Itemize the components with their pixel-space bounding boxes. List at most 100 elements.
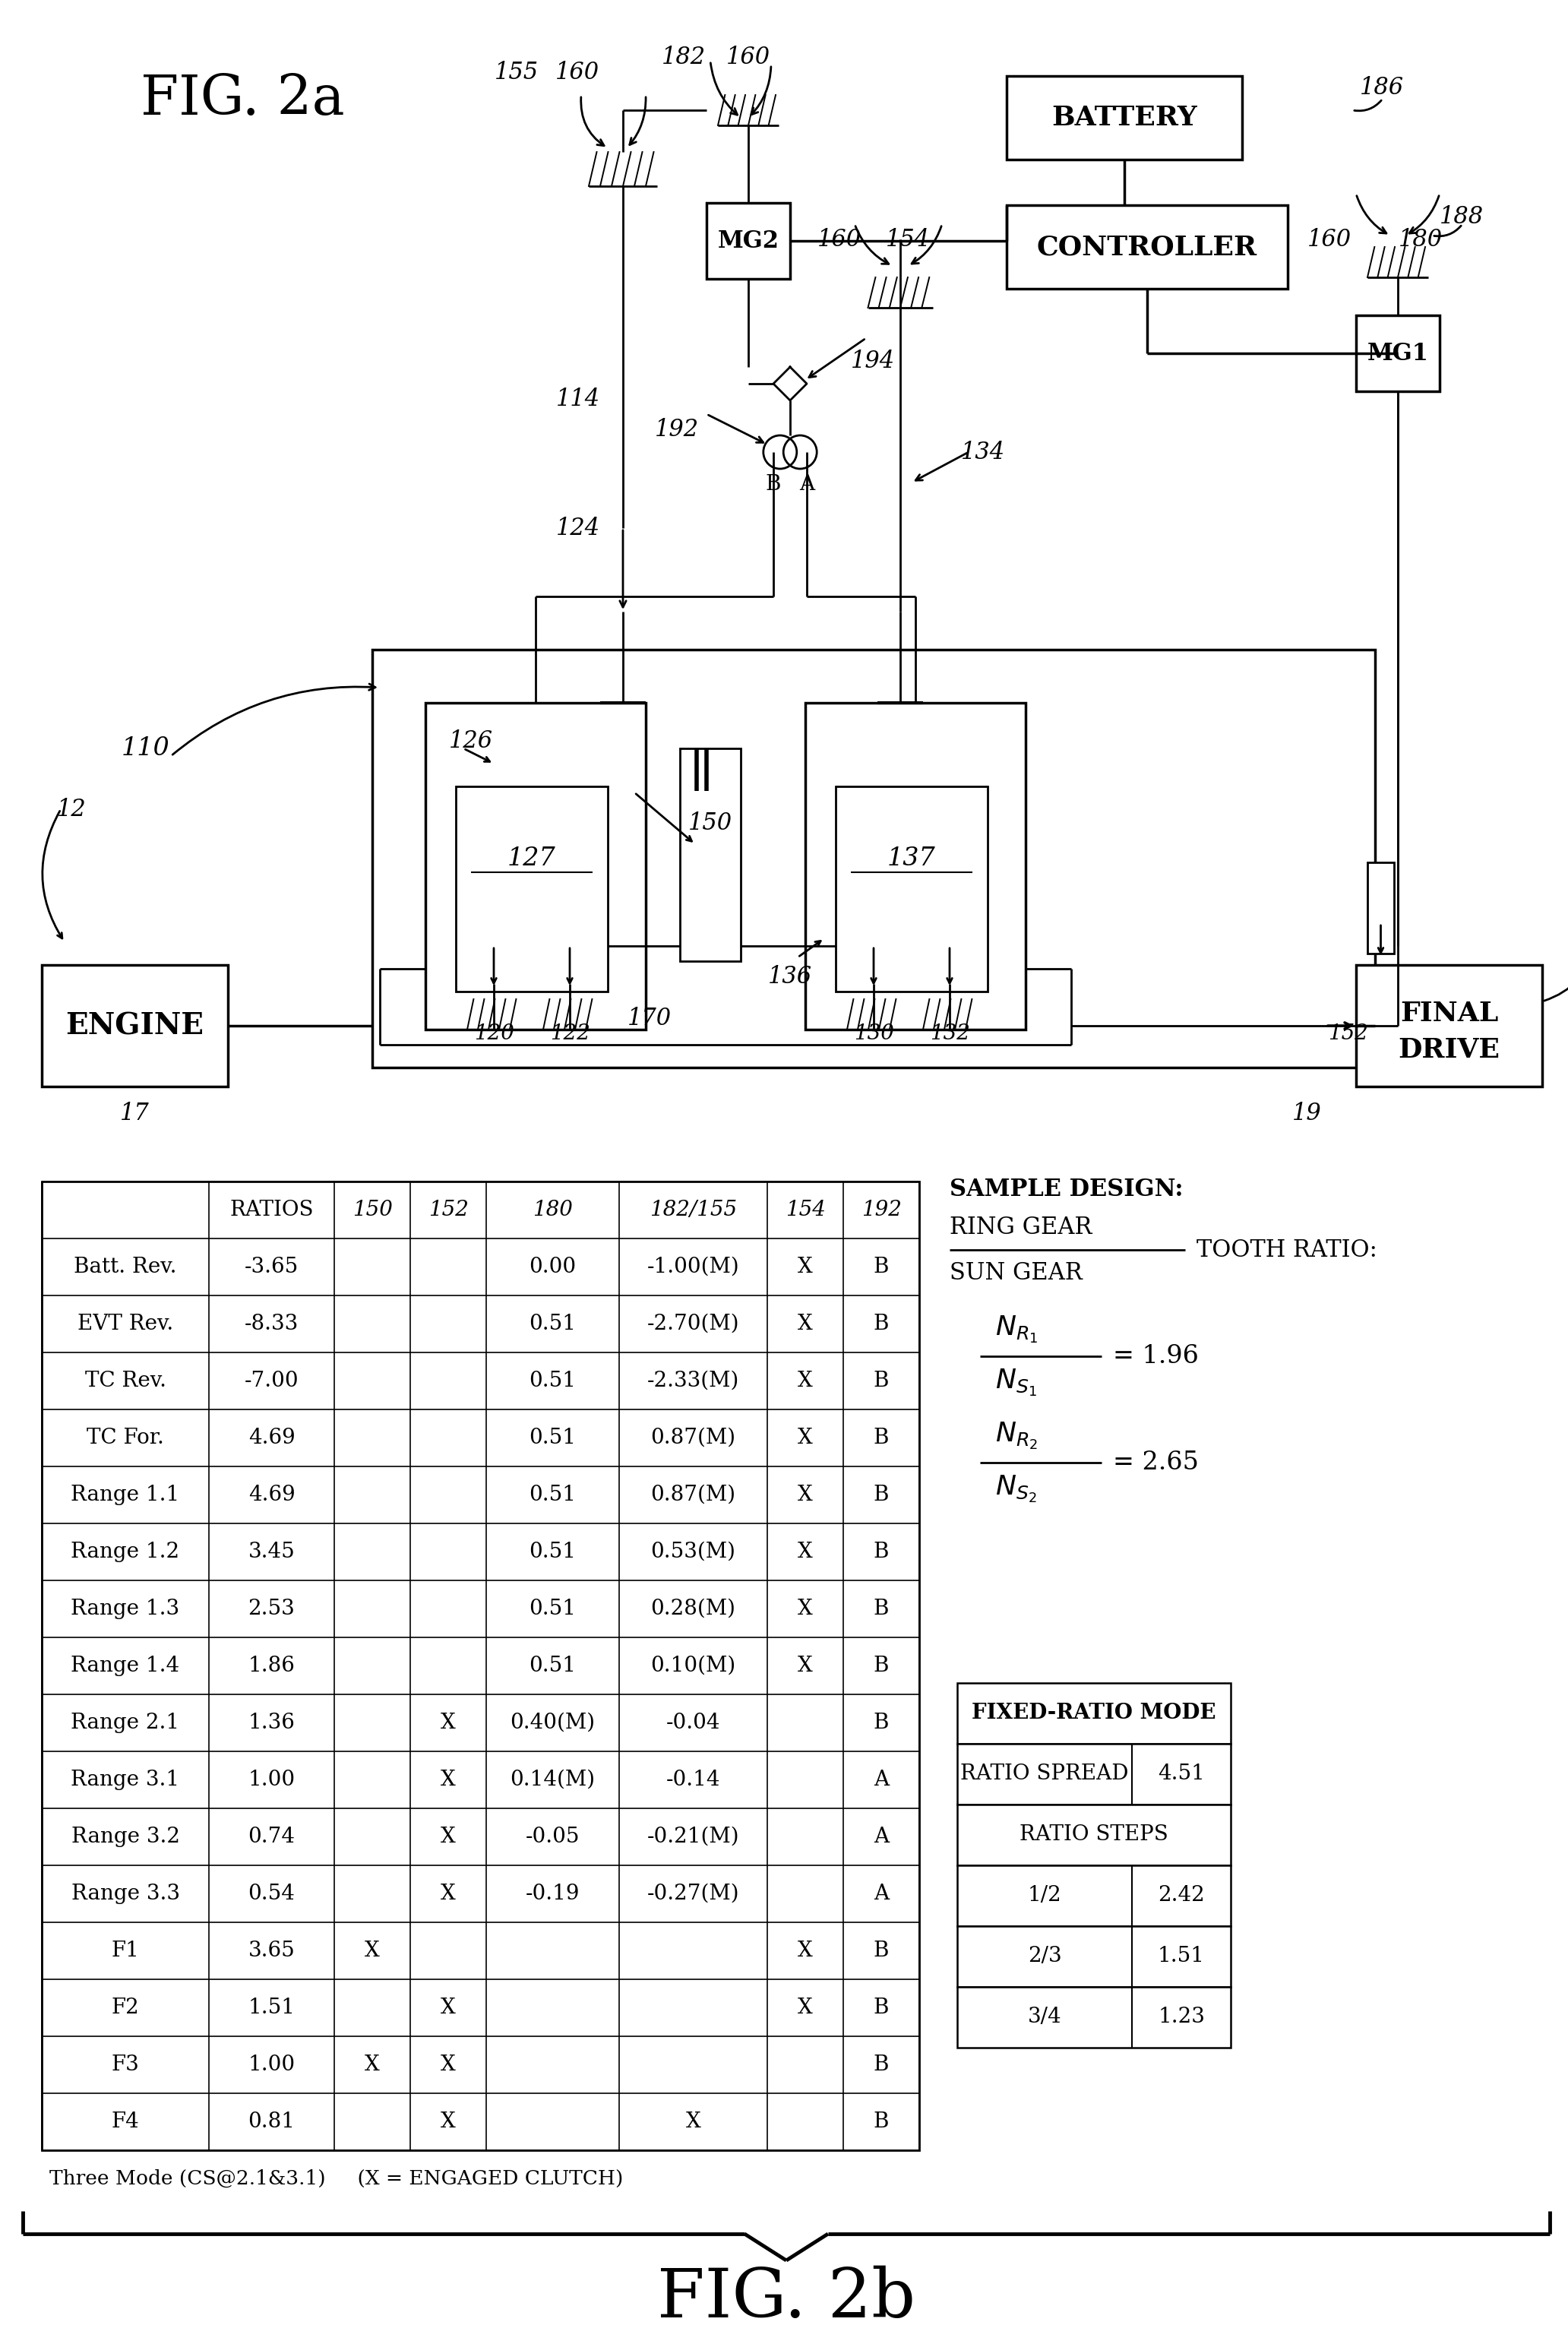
Text: TC For.: TC For. <box>86 1427 165 1449</box>
Text: -0.19: -0.19 <box>525 1885 580 1903</box>
Bar <box>956 1866 1231 1927</box>
Text: 0.74: 0.74 <box>248 1826 295 1847</box>
Text: 2.42: 2.42 <box>1157 1885 1204 1906</box>
Text: -3.65: -3.65 <box>245 1256 298 1277</box>
Text: B: B <box>873 1371 889 1392</box>
Text: 1.86: 1.86 <box>248 1655 295 1676</box>
Text: 4.69: 4.69 <box>248 1427 295 1449</box>
Text: 160: 160 <box>1308 227 1352 251</box>
Text: 2.53: 2.53 <box>248 1599 295 1620</box>
Text: $N_{R_1}$: $N_{R_1}$ <box>996 1315 1038 1345</box>
Text: X: X <box>798 1256 812 1277</box>
Text: 122: 122 <box>550 1022 590 1043</box>
Text: 192: 192 <box>861 1200 902 1221</box>
Text: 134: 134 <box>961 441 1005 464</box>
Text: X: X <box>441 2053 456 2074</box>
Text: X: X <box>798 1941 812 1962</box>
Text: A: A <box>873 1826 889 1847</box>
Text: 0.51: 0.51 <box>528 1427 575 1449</box>
Text: 17: 17 <box>121 1102 149 1125</box>
Text: FIXED-RATIO MODE: FIXED-RATIO MODE <box>972 1704 1217 1723</box>
Text: Range 2.1: Range 2.1 <box>71 1713 180 1732</box>
Text: A: A <box>873 1770 889 1791</box>
Text: -7.00: -7.00 <box>245 1371 299 1392</box>
Text: 19: 19 <box>1292 1102 1322 1125</box>
Text: B: B <box>873 1941 889 1962</box>
Bar <box>806 703 1025 1029</box>
Text: X: X <box>441 1885 456 1903</box>
Text: Range 3.2: Range 3.2 <box>71 1826 180 1847</box>
Text: 0.81: 0.81 <box>248 2112 295 2133</box>
Text: 182/155: 182/155 <box>649 1200 737 1221</box>
Bar <box>456 785 608 992</box>
Text: B: B <box>873 1997 889 2018</box>
Text: 155: 155 <box>494 61 539 84</box>
Text: X: X <box>441 2112 456 2133</box>
Text: -0.14: -0.14 <box>666 1770 720 1791</box>
Text: X: X <box>798 1655 812 1676</box>
Text: 0.51: 0.51 <box>528 1655 575 1676</box>
Text: RATIOS: RATIOS <box>229 1200 314 1221</box>
Text: -0.21(M): -0.21(M) <box>648 1826 740 1847</box>
Text: 0.40(M): 0.40(M) <box>510 1713 596 1732</box>
Text: -2.33(M): -2.33(M) <box>648 1371 740 1392</box>
Text: 114: 114 <box>557 387 601 410</box>
Text: B: B <box>873 1713 889 1732</box>
Text: = 1.96: = 1.96 <box>1113 1343 1198 1369</box>
Text: SAMPLE DESIGN:: SAMPLE DESIGN: <box>950 1177 1184 1200</box>
Text: X: X <box>685 2112 701 2133</box>
Text: 0.87(M): 0.87(M) <box>651 1427 735 1449</box>
Text: B: B <box>873 1655 889 1676</box>
Text: 0.00: 0.00 <box>528 1256 577 1277</box>
Text: 120: 120 <box>474 1022 514 1043</box>
Text: 0.51: 0.51 <box>528 1371 575 1392</box>
Text: 170: 170 <box>627 1006 671 1029</box>
Text: 152: 152 <box>1328 1022 1369 1043</box>
Text: FIG. 2b: FIG. 2b <box>657 2264 916 2332</box>
Bar <box>42 1181 919 2149</box>
Text: -1.00(M): -1.00(M) <box>648 1256 740 1277</box>
Text: -8.33: -8.33 <box>245 1313 298 1334</box>
Text: Range 1.4: Range 1.4 <box>71 1655 180 1676</box>
Text: $N_{R_2}$: $N_{R_2}$ <box>996 1420 1038 1451</box>
Text: -0.27(M): -0.27(M) <box>648 1885 740 1903</box>
Text: X: X <box>441 1770 456 1791</box>
Text: FIG. 2a: FIG. 2a <box>141 73 345 127</box>
Text: 160: 160 <box>726 45 770 68</box>
Text: Range 3.1: Range 3.1 <box>71 1770 180 1791</box>
Text: B: B <box>873 1256 889 1277</box>
Text: 180: 180 <box>1399 227 1443 251</box>
Text: B: B <box>873 1542 889 1561</box>
Bar <box>1356 316 1439 391</box>
Text: Batt. Rev.: Batt. Rev. <box>74 1256 177 1277</box>
Text: 194: 194 <box>851 349 895 373</box>
Bar <box>1367 863 1394 954</box>
Text: F1: F1 <box>111 1941 140 1962</box>
Bar <box>1007 75 1242 159</box>
Bar <box>707 204 790 279</box>
Text: X: X <box>365 2053 379 2074</box>
Text: 180: 180 <box>533 1200 572 1221</box>
Bar <box>956 1805 1231 1866</box>
Text: Range 1.3: Range 1.3 <box>71 1599 180 1620</box>
Text: BATTERY: BATTERY <box>1052 105 1196 131</box>
Text: B: B <box>873 2112 889 2133</box>
Text: 188: 188 <box>1439 204 1483 227</box>
Text: 0.28(M): 0.28(M) <box>651 1599 735 1620</box>
Text: 0.51: 0.51 <box>528 1599 575 1620</box>
Text: 2/3: 2/3 <box>1027 1946 1062 1967</box>
Bar <box>956 1744 1231 1805</box>
Text: 4.69: 4.69 <box>248 1484 295 1505</box>
Bar <box>836 785 988 992</box>
Text: 132: 132 <box>930 1022 969 1043</box>
Text: 12: 12 <box>56 797 86 820</box>
Text: Range 1.2: Range 1.2 <box>71 1542 180 1561</box>
Text: MG1: MG1 <box>1367 342 1428 366</box>
Text: 154: 154 <box>786 1200 825 1221</box>
Bar <box>956 1927 1231 1988</box>
Text: -0.04: -0.04 <box>666 1713 720 1732</box>
Text: 0.51: 0.51 <box>528 1542 575 1561</box>
Text: 4.51: 4.51 <box>1157 1765 1204 1784</box>
Text: 1/2: 1/2 <box>1027 1885 1062 1906</box>
Bar <box>1356 966 1543 1088</box>
